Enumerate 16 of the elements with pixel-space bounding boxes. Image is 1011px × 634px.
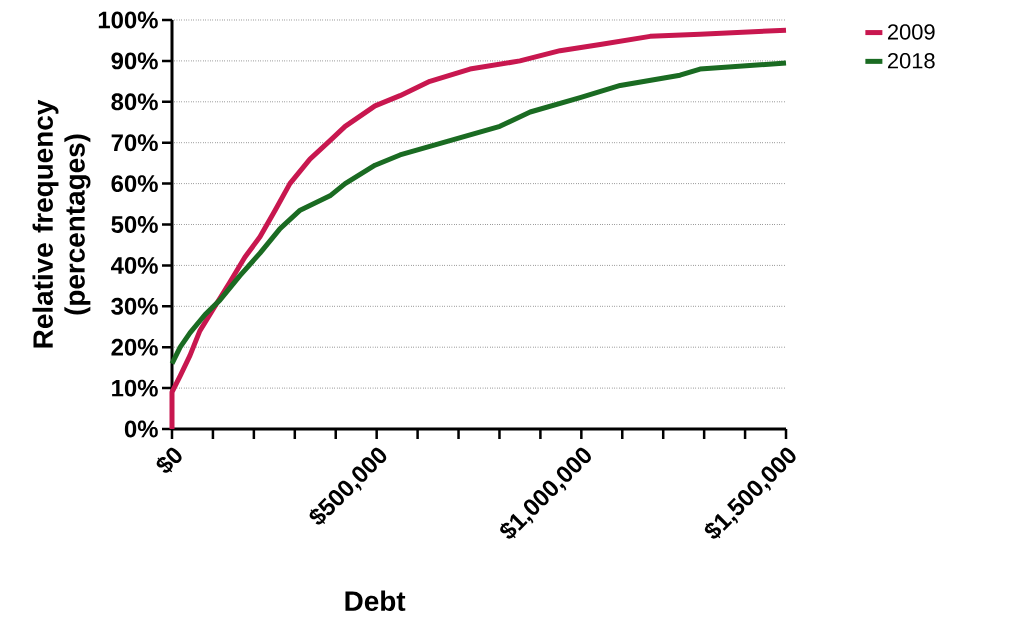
y-tick-label: 50%	[111, 216, 158, 233]
y-tick-label: 100%	[98, 11, 158, 29]
y-tick-label: 60%	[111, 175, 158, 193]
y-tick-label: 80%	[111, 93, 158, 111]
y-axis-title: Relative frequency (percentages)	[32, 99, 91, 348]
y-tick-label: 30%	[111, 297, 158, 315]
y-tick-label: 0%	[124, 420, 158, 438]
y-tick-label: 10%	[112, 379, 158, 397]
x-tick-label: $0	[156, 447, 182, 473]
legend-label: 2009	[887, 24, 935, 40]
y-tick-label: 40%	[110, 256, 158, 274]
x-axis-title: Debt	[345, 590, 406, 612]
y-tick-label: 20%	[111, 338, 158, 356]
y-tick-label: 90%	[111, 52, 158, 70]
y-tick-label: 70%	[111, 134, 158, 152]
legend-label: 2018	[887, 52, 935, 69]
